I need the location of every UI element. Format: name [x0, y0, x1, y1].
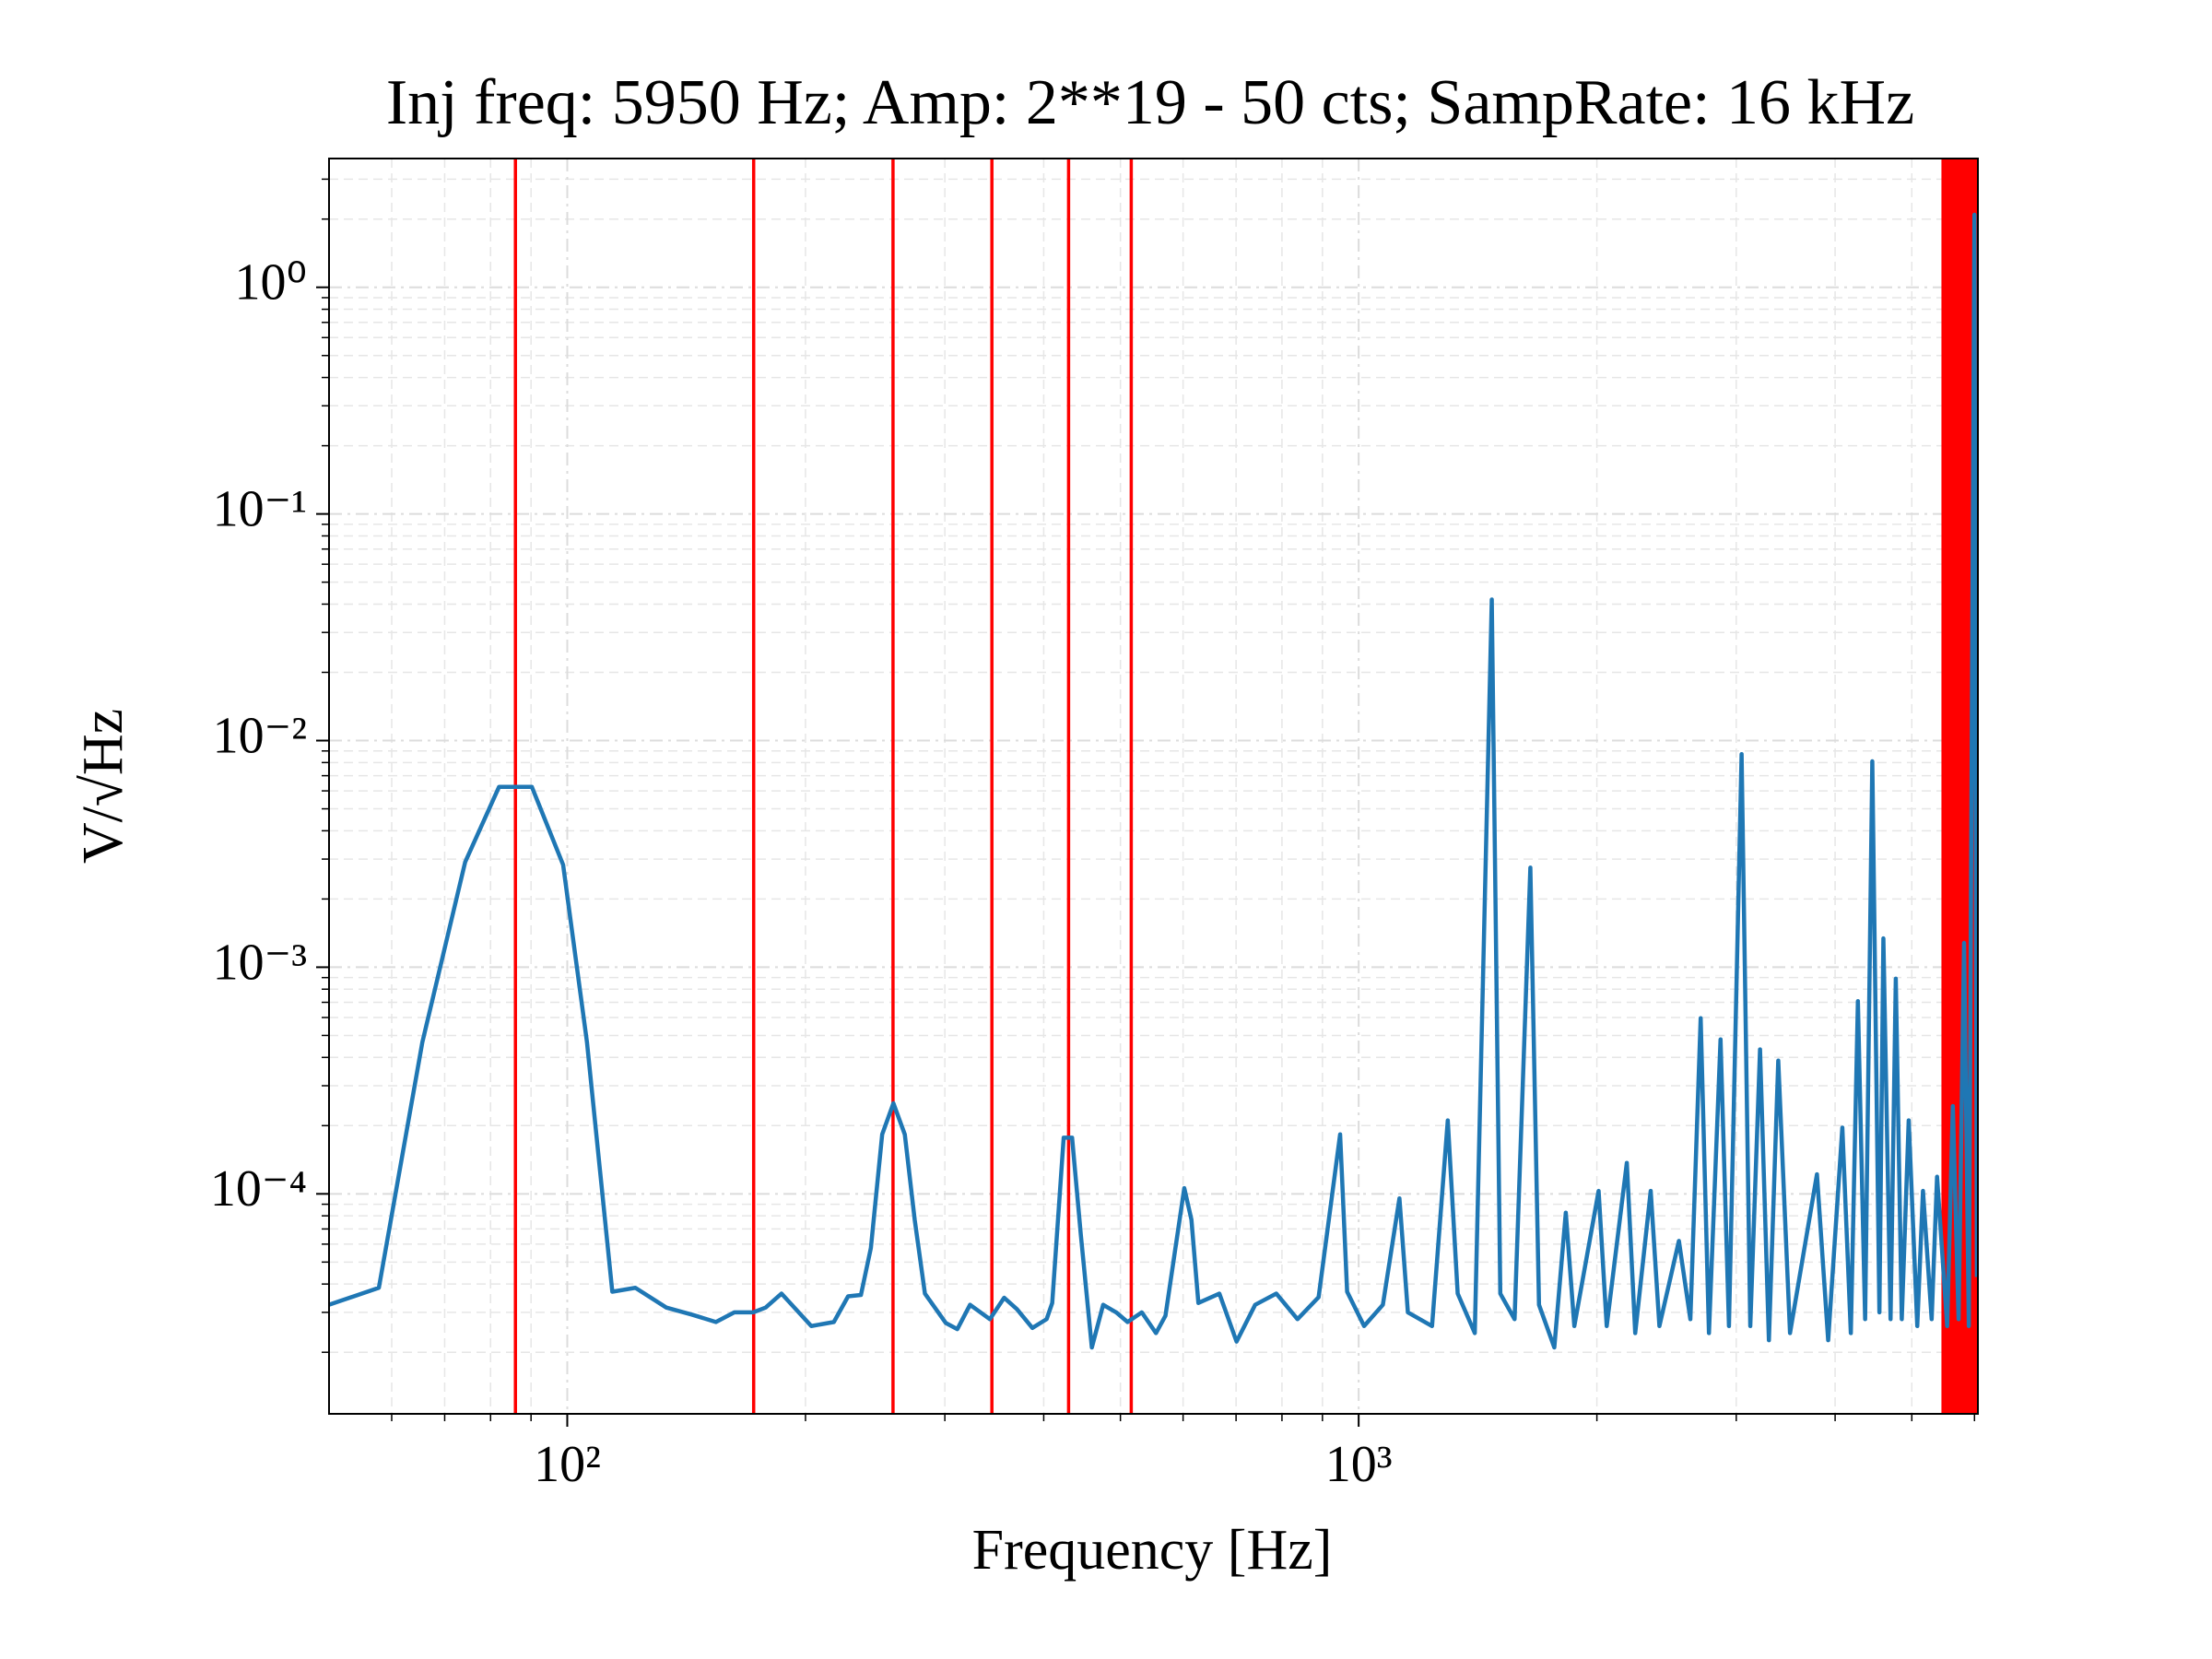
chart-title: Inj freq: 5950 Hz; Amp: 2**19 - 50 cts; …	[386, 67, 1914, 138]
y-tick-label: 10⁰	[235, 254, 307, 312]
axes-frame	[328, 158, 1979, 1415]
x-axis-label: Frequency [Hz]	[972, 1519, 1333, 1582]
data-line	[329, 212, 1978, 1350]
y-tick-label: 10⁻¹	[213, 480, 307, 537]
x-tick-label: 10³	[1325, 1436, 1393, 1493]
ticks: 10² 10³ 10⁻⁴ 10⁻³ 10⁻² 10⁻¹ 10⁰	[210, 178, 1976, 1493]
y-tick-label: 10⁻²	[213, 707, 307, 764]
plot-area	[329, 159, 1978, 1414]
y-tick-label: 10⁻³	[213, 934, 307, 991]
y-tick-label: 10⁻⁴	[210, 1160, 307, 1218]
y-axis-label: V/√Hz	[72, 709, 135, 864]
x-tick-label: 10²	[534, 1436, 601, 1493]
